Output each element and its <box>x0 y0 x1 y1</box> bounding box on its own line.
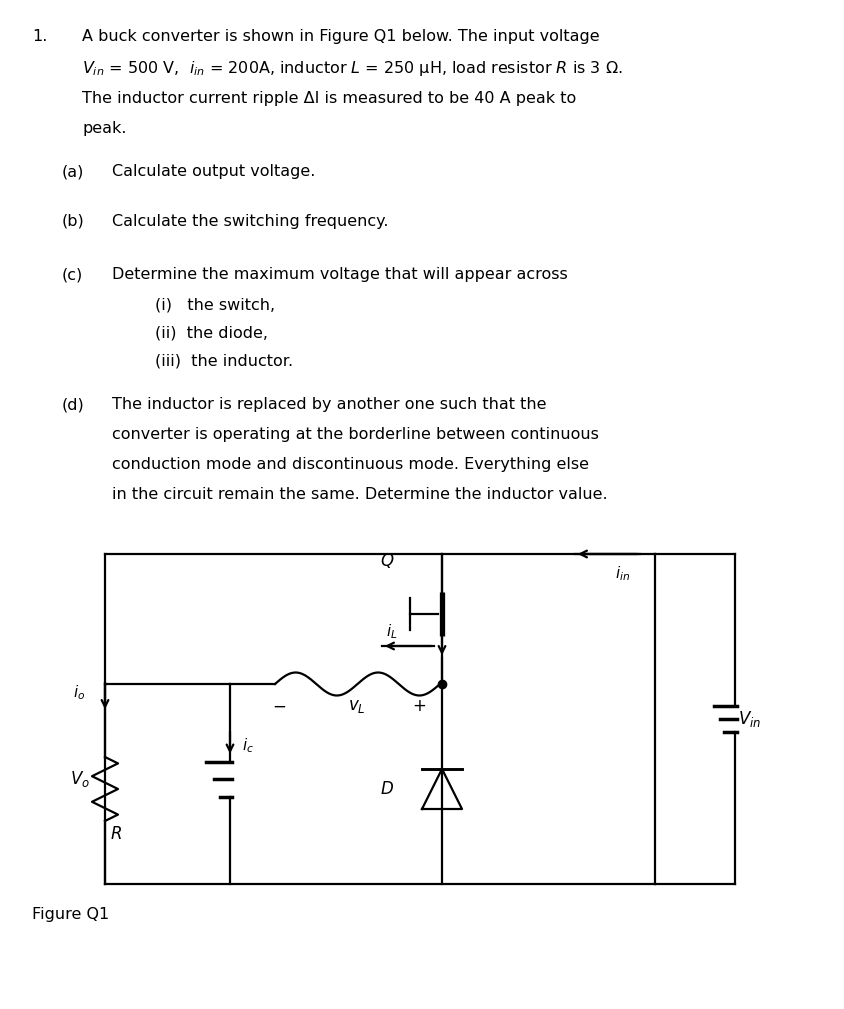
Text: (ii)  the diode,: (ii) the diode, <box>154 325 268 340</box>
Text: $i_c$: $i_c$ <box>241 737 254 755</box>
Text: (a): (a) <box>62 164 84 179</box>
Text: (c): (c) <box>62 267 84 282</box>
Text: 1.: 1. <box>32 29 47 44</box>
Text: $i_o$: $i_o$ <box>73 683 85 701</box>
Text: A buck converter is shown in Figure Q1 below. The input voltage: A buck converter is shown in Figure Q1 b… <box>82 29 599 44</box>
Text: conduction mode and discontinuous mode. Everything else: conduction mode and discontinuous mode. … <box>112 457 588 472</box>
Text: $V_{in}$: $V_{in}$ <box>738 709 760 728</box>
Text: converter is operating at the borderline between continuous: converter is operating at the borderline… <box>112 427 598 442</box>
Text: $v_L$: $v_L$ <box>347 697 365 715</box>
Text: (b): (b) <box>62 214 84 229</box>
Text: The inductor is replaced by another one such that the: The inductor is replaced by another one … <box>112 397 546 412</box>
Text: $R$: $R$ <box>110 825 122 843</box>
Text: $V_{in}$ = 500 V,  $i_{in}$ = 200A, inductor $L$ = 250 μH, load resistor $R$ is : $V_{in}$ = 500 V, $i_{in}$ = 200A, induc… <box>82 59 622 78</box>
Text: Calculate the switching frequency.: Calculate the switching frequency. <box>112 214 388 229</box>
Text: $i_{in}$: $i_{in}$ <box>614 564 630 583</box>
Text: $Q$: $Q$ <box>380 551 394 570</box>
Text: $i_L$: $i_L$ <box>386 623 397 641</box>
Text: $+$: $+$ <box>412 697 425 715</box>
Text: in the circuit remain the same. Determine the inductor value.: in the circuit remain the same. Determin… <box>112 487 607 502</box>
Text: $D$: $D$ <box>380 780 393 798</box>
Text: (d): (d) <box>62 397 84 412</box>
Text: (iii)  the inductor.: (iii) the inductor. <box>154 353 293 368</box>
Text: peak.: peak. <box>82 121 127 136</box>
Text: $V_o$: $V_o$ <box>70 769 89 789</box>
Text: (i)   the switch,: (i) the switch, <box>154 297 275 312</box>
Text: Determine the maximum voltage that will appear across: Determine the maximum voltage that will … <box>112 267 567 282</box>
Text: Calculate output voltage.: Calculate output voltage. <box>112 164 315 179</box>
Text: Figure Q1: Figure Q1 <box>32 907 109 922</box>
Text: $-$: $-$ <box>272 697 286 715</box>
Text: The inductor current ripple ΔI is measured to be 40 A peak to: The inductor current ripple ΔI is measur… <box>82 91 576 106</box>
